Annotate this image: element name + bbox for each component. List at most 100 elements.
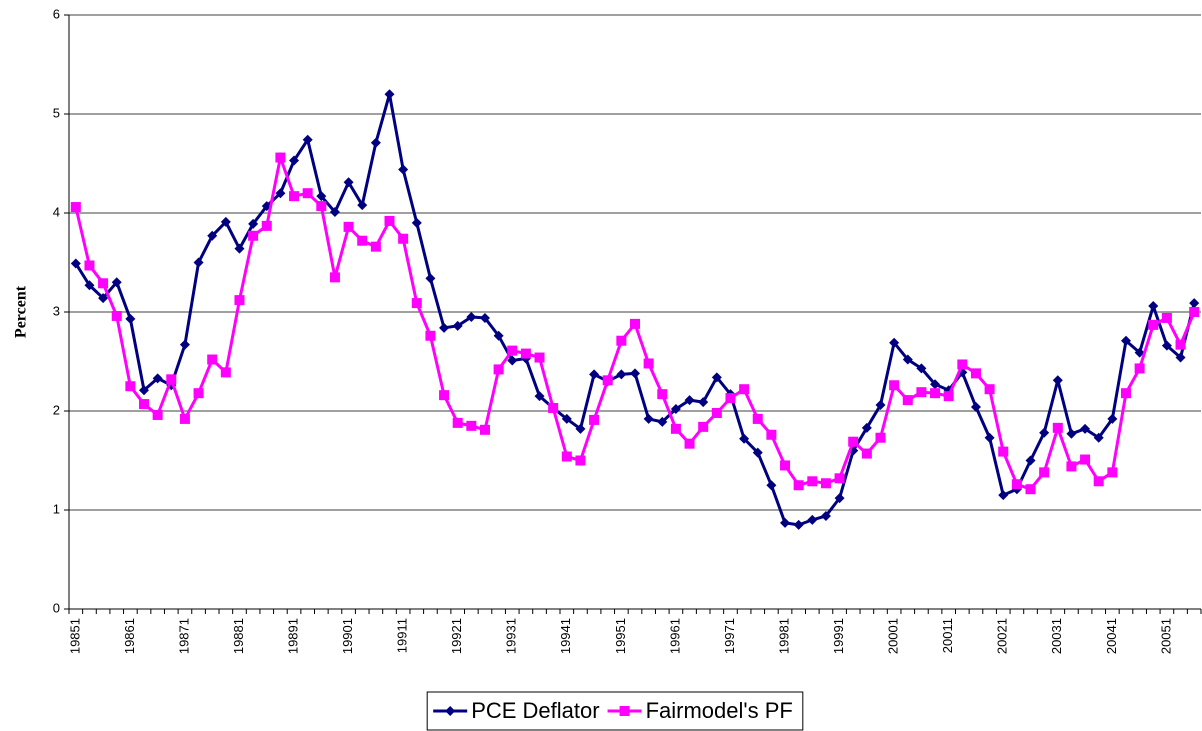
x-tick-label: 19931 bbox=[504, 618, 519, 654]
marker bbox=[1066, 461, 1077, 472]
marker bbox=[861, 448, 872, 459]
y-tick-label: 0 bbox=[53, 600, 60, 615]
marker bbox=[370, 241, 381, 252]
y-tick-label: 6 bbox=[53, 6, 60, 21]
marker bbox=[916, 387, 927, 398]
marker bbox=[984, 432, 995, 443]
marker bbox=[698, 421, 709, 432]
marker bbox=[780, 517, 791, 528]
marker bbox=[193, 388, 204, 399]
marker bbox=[70, 258, 81, 269]
marker bbox=[302, 188, 313, 199]
marker bbox=[493, 330, 504, 341]
marker bbox=[1134, 347, 1145, 358]
marker bbox=[889, 337, 900, 348]
x-tick-label: 19991 bbox=[831, 618, 846, 654]
marker bbox=[916, 363, 927, 374]
marker bbox=[466, 420, 477, 431]
marker bbox=[616, 335, 627, 346]
legend: PCE Deflator Fairmodel's PF bbox=[426, 691, 804, 731]
marker bbox=[711, 407, 722, 418]
marker bbox=[125, 313, 136, 324]
x-tick-label: 19851 bbox=[67, 618, 82, 654]
marker bbox=[343, 177, 354, 188]
marker bbox=[630, 318, 640, 329]
marker bbox=[139, 399, 150, 410]
y-tick-label: 4 bbox=[53, 204, 60, 219]
marker bbox=[179, 339, 190, 350]
marker bbox=[70, 202, 81, 213]
marker bbox=[370, 137, 381, 148]
marker bbox=[411, 298, 422, 309]
marker bbox=[152, 409, 163, 420]
marker bbox=[602, 375, 613, 386]
marker bbox=[316, 191, 327, 202]
marker bbox=[630, 368, 640, 379]
marker bbox=[807, 514, 818, 525]
marker bbox=[139, 385, 150, 396]
x-tick-label: 20031 bbox=[1049, 618, 1064, 654]
x-tick-label: 20051 bbox=[1158, 618, 1173, 654]
marker bbox=[343, 221, 354, 232]
marker bbox=[1189, 307, 1200, 317]
marker bbox=[1134, 363, 1145, 374]
marker bbox=[98, 293, 109, 304]
marker bbox=[1161, 312, 1172, 323]
marker bbox=[820, 478, 831, 489]
x-tick-label: 19951 bbox=[613, 618, 628, 654]
marker bbox=[84, 260, 95, 271]
marker bbox=[220, 216, 231, 227]
marker bbox=[1175, 352, 1186, 363]
marker bbox=[234, 243, 245, 254]
marker bbox=[752, 413, 763, 424]
marker bbox=[275, 188, 286, 199]
marker bbox=[943, 391, 954, 402]
y-axis-title: Percent bbox=[13, 285, 30, 338]
marker bbox=[1161, 340, 1172, 351]
legend-label: PCE Deflator bbox=[471, 698, 599, 723]
marker bbox=[766, 480, 777, 491]
marker bbox=[957, 359, 968, 370]
marker bbox=[534, 352, 545, 363]
marker bbox=[302, 134, 313, 145]
marker bbox=[711, 372, 722, 383]
marker bbox=[619, 706, 630, 716]
marker bbox=[820, 510, 831, 521]
marker bbox=[657, 416, 668, 427]
marker bbox=[739, 384, 750, 395]
marker bbox=[1025, 455, 1036, 466]
marker bbox=[466, 311, 477, 322]
marker bbox=[780, 460, 791, 471]
marker bbox=[445, 706, 456, 716]
marker bbox=[970, 368, 981, 379]
marker bbox=[479, 424, 490, 435]
y-tick-label: 3 bbox=[53, 303, 60, 318]
marker bbox=[411, 217, 422, 228]
marker bbox=[1039, 427, 1050, 438]
marker bbox=[670, 423, 681, 434]
marker bbox=[1093, 476, 1104, 487]
marker bbox=[834, 473, 845, 484]
marker bbox=[1052, 375, 1063, 386]
marker bbox=[357, 235, 368, 246]
marker bbox=[261, 220, 272, 231]
marker bbox=[616, 369, 627, 380]
marker bbox=[384, 89, 395, 100]
marker bbox=[507, 345, 518, 356]
marker bbox=[493, 364, 504, 375]
marker bbox=[329, 207, 340, 218]
marker bbox=[316, 201, 327, 212]
marker bbox=[357, 200, 368, 211]
marker bbox=[152, 373, 163, 384]
marker bbox=[561, 451, 572, 462]
marker bbox=[1066, 428, 1077, 439]
marker bbox=[1148, 319, 1159, 330]
marker bbox=[848, 436, 859, 447]
marker bbox=[84, 280, 95, 291]
marker bbox=[807, 476, 818, 487]
marker bbox=[1093, 432, 1104, 443]
marker bbox=[439, 322, 450, 333]
marker bbox=[548, 403, 559, 414]
marker bbox=[452, 417, 463, 428]
marker bbox=[439, 390, 450, 401]
